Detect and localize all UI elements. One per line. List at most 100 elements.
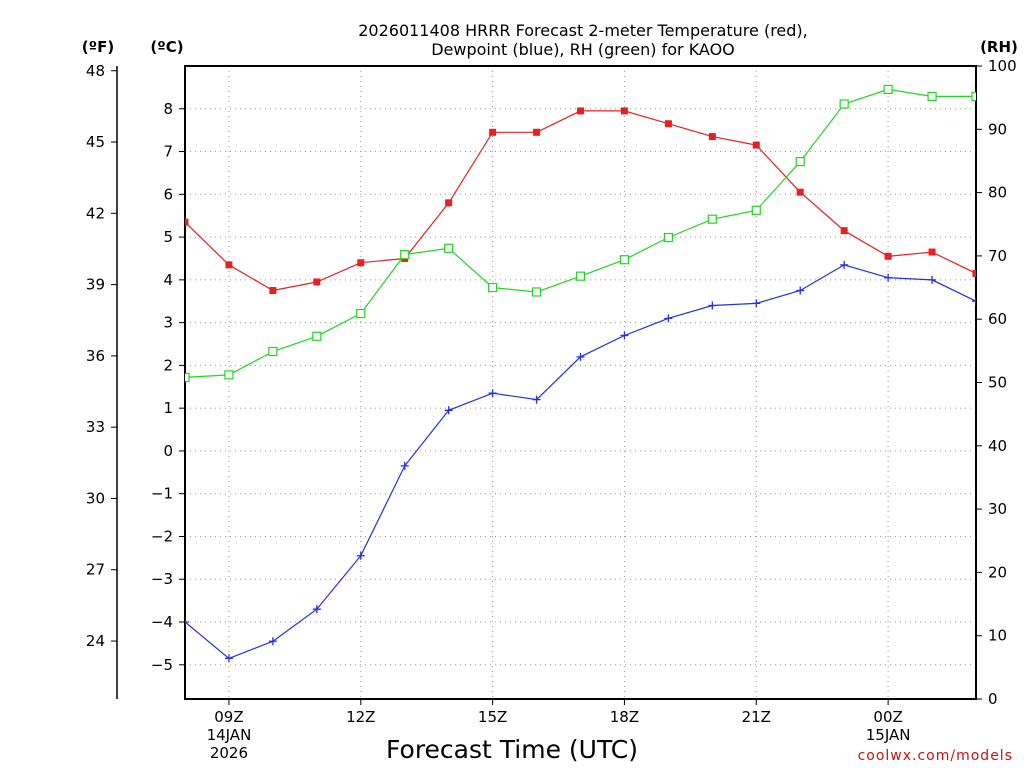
dewpoint-point [928, 275, 937, 284]
celsius-tick-label: −2 [151, 527, 173, 545]
celsius-tick-label: 0 [163, 442, 173, 460]
x-tick-label: 12Z [346, 708, 375, 726]
rh-tick-label: 0 [988, 690, 998, 708]
dewpoint-point [488, 389, 497, 398]
temperature-point [796, 188, 804, 196]
chart-title-line-2: Dewpoint (blue), RH (green) for KAOO [431, 40, 735, 59]
temperature-point [664, 120, 672, 128]
temperature-point [577, 107, 584, 115]
x-tick-label: 2026 [210, 744, 248, 762]
rh-point [356, 308, 366, 319]
rh-tick-label: 10 [988, 627, 1007, 645]
rh-point [444, 243, 454, 253]
dewpoint-point [268, 637, 277, 646]
temperature-point [185, 218, 189, 226]
x-tick-label: 09Z [214, 708, 243, 726]
rh-point [707, 214, 717, 224]
fahrenheit-tick-label: 33 [86, 418, 105, 436]
temperature-point [269, 287, 277, 295]
celsius-tick-label: 1 [163, 399, 173, 417]
dewpoint-point [532, 395, 541, 404]
rh-point [619, 255, 630, 265]
temperature-point [752, 141, 760, 149]
x-tick-label: 15JAN [866, 726, 911, 744]
temperature-point [445, 199, 453, 207]
fahrenheit-tick-label: 24 [86, 632, 105, 650]
plot-frame [184, 65, 977, 700]
fahrenheit-tick-label: 27 [86, 561, 105, 579]
rh-point [224, 370, 234, 380]
celsius-tick-label: −4 [151, 613, 173, 631]
fahrenheit-tick-label: 39 [86, 276, 105, 294]
rh-tick-label: 90 [988, 120, 1007, 138]
temperature-point [928, 248, 936, 256]
dewpoint-point [664, 314, 673, 323]
temperature-line [185, 110, 976, 292]
x-tick-label: 14JAN [207, 726, 252, 744]
fahrenheit-tick-label: 48 [86, 62, 105, 80]
celsius-tick-label: 4 [163, 271, 173, 289]
data-series [185, 84, 976, 663]
x-tick-label: 15Z [478, 708, 507, 726]
fahrenheit-tick-label: 42 [86, 204, 105, 222]
celsius-unit-label: (ºC) [150, 38, 183, 56]
rh-tick-label: 40 [988, 437, 1007, 455]
rh-point [488, 282, 498, 293]
dewpoint-point [576, 352, 585, 361]
credit-label: coolwx.com/models [858, 748, 1013, 764]
temperature-point [357, 259, 365, 267]
rh-tick-label: 70 [988, 247, 1007, 265]
fahrenheit-tick-label: 36 [86, 347, 105, 365]
temperature-point [884, 252, 892, 260]
rh-point [663, 232, 673, 243]
rh-tick-label: 30 [988, 500, 1007, 518]
rh-point [839, 99, 849, 109]
dewpoint-point [840, 260, 849, 269]
celsius-tick-label: 7 [163, 143, 173, 161]
rh-point [185, 372, 190, 383]
grid-lines [185, 66, 976, 699]
celsius-tick-label: 2 [163, 356, 173, 374]
chart-title-line-1: 2026011408 HRRR Forecast 2-meter Tempera… [358, 21, 808, 40]
celsius-tick-label: −5 [151, 656, 173, 674]
rh-point [795, 156, 805, 167]
rh-point [883, 84, 893, 95]
temperature-point [533, 128, 541, 136]
x-tick-label: 21Z [742, 708, 771, 726]
temperature-point [489, 128, 497, 136]
fahrenheit-unit-label: (ºF) [82, 38, 114, 56]
rh-point [531, 287, 542, 297]
x-tick-label: 00Z [873, 708, 902, 726]
dewpoint-point [312, 605, 321, 614]
rh-point [400, 250, 410, 260]
rh-unit-label: (RH) [980, 38, 1018, 56]
rh-tick-label: 50 [988, 374, 1007, 392]
rh-tick-label: 100 [988, 57, 1017, 75]
temperature-point [313, 278, 321, 286]
rh-point [971, 91, 976, 101]
x-axis-title: Forecast Time (UTC) [386, 735, 638, 764]
dewpoint-point [620, 331, 629, 340]
dewpoint-point [752, 299, 761, 308]
rh-point [312, 331, 322, 341]
temperature-point [840, 227, 848, 235]
temperature-point [620, 107, 628, 115]
rh-point [927, 91, 937, 101]
dewpoint-point [884, 273, 893, 282]
celsius-tick-label: −3 [151, 570, 173, 588]
rh-tick-label: 60 [988, 310, 1007, 328]
dewpoint-point [444, 406, 453, 415]
dewpoint-point [708, 301, 717, 310]
fahrenheit-tick-label: 45 [86, 133, 105, 151]
rh-point [575, 271, 586, 281]
dewpoint-point [796, 286, 805, 295]
rh-point [268, 346, 278, 357]
dewpoint-point [224, 654, 233, 663]
x-tick-label: 18Z [610, 708, 639, 726]
axes: −5−4−3−2−1012345678242730333639424548010… [86, 57, 1017, 762]
rh-tick-label: 20 [988, 563, 1007, 581]
rh-tick-label: 80 [988, 184, 1007, 202]
dewpoint-line [185, 264, 976, 660]
celsius-tick-label: 3 [163, 314, 173, 332]
